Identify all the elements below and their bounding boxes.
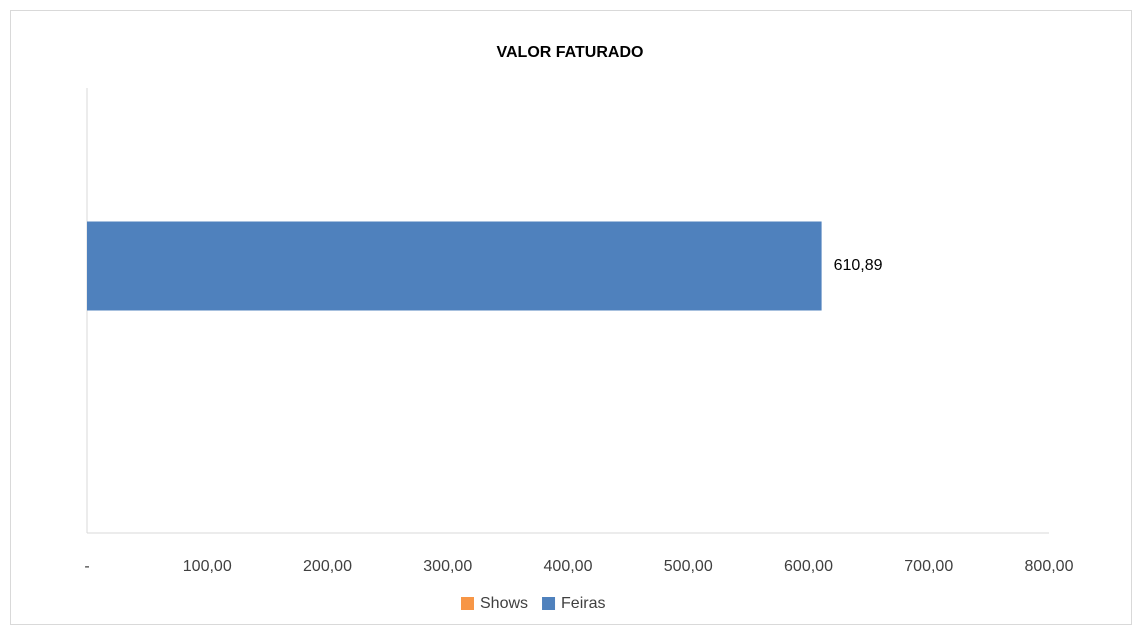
chart-border <box>10 10 1132 625</box>
chart-title: VALOR FATURADO <box>497 44 644 61</box>
legend-swatch <box>542 597 556 610</box>
x-tick-label: 500,00 <box>664 558 713 575</box>
x-tick-label: 700,00 <box>904 558 953 575</box>
legend-swatch <box>461 597 474 610</box>
x-tick-label: 400,00 <box>544 558 593 575</box>
legend-label: Shows <box>480 595 528 612</box>
x-tick-label: 600,00 <box>784 558 833 575</box>
legend-label: Feiras <box>561 595 605 612</box>
bar <box>87 221 822 311</box>
x-tick-label: 100,00 <box>183 558 232 575</box>
value-label: 610,89 <box>834 257 883 274</box>
x-tick-label: 300,00 <box>423 558 472 575</box>
x-tick-label: - <box>84 558 89 575</box>
x-tick-label: 200,00 <box>303 558 352 575</box>
x-tick-label: 800,00 <box>1025 558 1074 575</box>
